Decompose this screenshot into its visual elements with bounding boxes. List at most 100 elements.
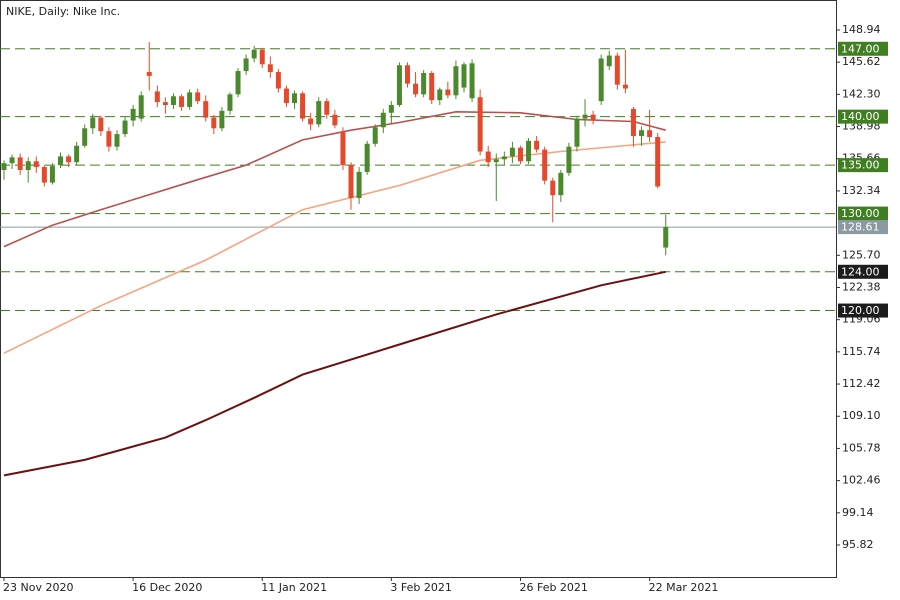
candle-body xyxy=(356,171,362,199)
candle-body xyxy=(526,140,532,162)
y-tick-label: 142.30 xyxy=(842,87,881,100)
level-box xyxy=(838,158,888,173)
candle-body xyxy=(66,156,72,163)
candle-body xyxy=(98,117,104,132)
candle-body xyxy=(300,93,306,119)
candle-body xyxy=(639,130,645,137)
level-label: 135.00 xyxy=(841,159,880,172)
y-tick-label: 125.70 xyxy=(842,248,881,261)
candle-body xyxy=(195,92,201,102)
candle-body xyxy=(566,146,572,173)
candle-body xyxy=(82,128,88,146)
candle-body xyxy=(550,180,556,196)
candle-body xyxy=(582,114,588,119)
x-tick-label: 16 Dec 2020 xyxy=(132,581,202,594)
candle-body xyxy=(203,101,209,118)
candle-body xyxy=(493,159,499,163)
y-tick-label: 115.74 xyxy=(842,345,881,358)
candle-body xyxy=(332,114,338,126)
candle-body xyxy=(542,149,548,181)
candle-body xyxy=(388,105,394,113)
candle-body xyxy=(461,64,467,88)
candle-body xyxy=(219,110,225,129)
candle-body xyxy=(372,127,378,144)
candle-body xyxy=(154,91,160,103)
candle-body xyxy=(179,96,185,107)
candle-body xyxy=(33,161,39,168)
candle-body xyxy=(324,101,330,115)
x-tick-label: 26 Feb 2021 xyxy=(519,581,587,594)
candle-body xyxy=(614,55,620,85)
level-box xyxy=(838,109,888,124)
plot-frame xyxy=(0,0,837,578)
candle-body xyxy=(243,58,249,72)
candle-body xyxy=(17,157,23,170)
candle-body xyxy=(364,143,370,172)
candle-body xyxy=(453,66,459,96)
candle-body xyxy=(590,114,596,121)
candle-body xyxy=(146,72,152,76)
y-tick-label: 102.46 xyxy=(842,474,881,487)
candle-body xyxy=(663,227,669,248)
y-tick-label: 99.14 xyxy=(842,506,874,519)
candle-body xyxy=(251,49,257,59)
candle-body xyxy=(445,89,451,96)
candle-body xyxy=(606,55,612,67)
candle-body xyxy=(106,131,112,147)
x-tick-label: 11 Jan 2021 xyxy=(261,581,327,594)
y-tick-label: 148.94 xyxy=(842,23,881,36)
candle-body xyxy=(227,94,233,111)
candle-body xyxy=(477,97,483,152)
price-box xyxy=(838,220,888,235)
candle-body xyxy=(57,156,63,166)
candle-body xyxy=(122,120,128,135)
candle-body xyxy=(469,63,475,99)
candle-body xyxy=(90,117,96,129)
candle-body xyxy=(396,65,402,106)
y-tick-label: 112.42 xyxy=(842,377,881,390)
candle-body xyxy=(574,118,580,147)
y-tick-label: 105.78 xyxy=(842,441,881,454)
candle-body xyxy=(517,147,523,162)
moving-average xyxy=(3,141,666,354)
candle-body xyxy=(275,72,281,89)
candle-body xyxy=(622,84,628,89)
candle-body xyxy=(41,167,47,183)
y-tick-label: 95.82 xyxy=(842,538,874,551)
candle-body xyxy=(267,64,273,73)
candle-body xyxy=(348,165,354,199)
candle-body xyxy=(655,137,661,187)
candle-body xyxy=(437,89,443,101)
candle-body xyxy=(74,145,80,163)
candle-body xyxy=(598,58,604,102)
candle-body xyxy=(308,118,314,125)
candle-body xyxy=(114,134,120,147)
candle-body xyxy=(259,49,265,65)
level-box xyxy=(838,41,888,56)
level-label: 147.00 xyxy=(841,42,880,55)
candle-body xyxy=(534,140,540,150)
candle-body xyxy=(211,117,217,129)
moving-average xyxy=(3,270,666,477)
candle-body xyxy=(283,88,289,104)
candle-body xyxy=(429,73,435,101)
candle-body xyxy=(25,161,31,170)
candle-body xyxy=(647,130,653,138)
x-tick-label: 23 Nov 2020 xyxy=(3,581,73,594)
candle-body xyxy=(138,95,144,119)
candle-body xyxy=(630,108,636,137)
y-tick-label: 132.34 xyxy=(842,184,881,197)
candle-body xyxy=(421,73,427,95)
candle-body xyxy=(380,112,386,128)
candle-body xyxy=(316,101,322,125)
level-box xyxy=(838,264,888,279)
candle-body xyxy=(509,147,515,157)
candle-body xyxy=(485,151,491,163)
y-tick-label: 122.38 xyxy=(842,280,881,293)
y-tick-label: 145.62 xyxy=(842,55,881,68)
level-label: 140.00 xyxy=(841,110,880,123)
candle-body xyxy=(1,163,7,170)
level-label: 120.00 xyxy=(841,304,880,317)
